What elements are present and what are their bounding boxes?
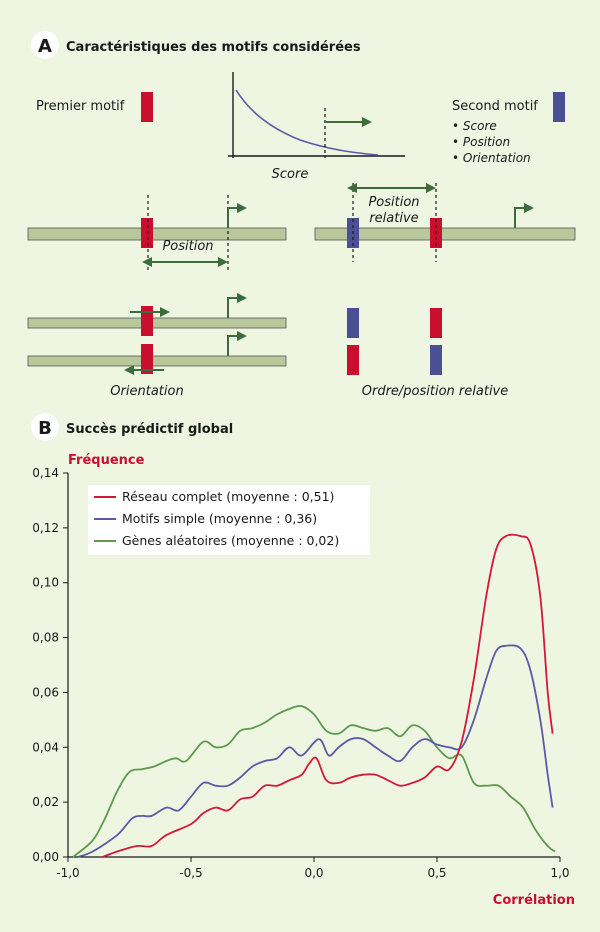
panel-a-letter-circle [31, 31, 59, 59]
x-axis-label: Corrélation [493, 893, 575, 908]
position-diagram: Position [27, 195, 287, 270]
panel-b-letter: B [38, 418, 52, 439]
red-motif [141, 306, 153, 336]
bullet-score: • Score [452, 119, 497, 133]
y-tick-label: 0,08 [32, 631, 59, 645]
dna-strand [27, 317, 287, 329]
tss-arrow [227, 203, 247, 228]
first-motif-label: Premier motif [36, 99, 125, 114]
score-label: Score [272, 167, 309, 182]
tss-arrow [227, 331, 247, 356]
relative-position-label-line2: relative [369, 211, 418, 226]
first-motif-box [141, 92, 153, 122]
legend-entry: Motifs simple (moyenne : 0,36) [122, 511, 317, 526]
relative-position-diagram: Position relative [314, 183, 576, 262]
y-tick-label: 0,00 [32, 850, 59, 864]
red-motif [141, 218, 153, 248]
y-tick-label: 0,06 [32, 685, 59, 699]
blue-motif [430, 345, 442, 375]
y-tick-label: 0,04 [32, 740, 59, 754]
orientation-diagram: Orientation [27, 293, 287, 399]
orientation-label: Orientation [110, 384, 183, 399]
y-tick-label: 0,02 [32, 795, 59, 809]
series-line-motifs-simple [77, 644, 554, 858]
frequency-chart: 0,00 0,02 0,04 0,06 0,08 0,10 0,12 0,14 -1,0 -0,5… [32, 466, 569, 880]
x-tick-label: 0,5 [427, 866, 446, 880]
order-label: Ordre/position relative [362, 384, 509, 399]
y-axis-label: Fréquence [68, 453, 145, 468]
tss-arrow [514, 203, 534, 228]
dna-strand [27, 227, 287, 241]
red-motif [347, 345, 359, 375]
panel-a: A Caractéristiques des motifs considérée… [27, 31, 576, 399]
bullet-position: • Position [452, 135, 510, 149]
relative-position-label-line1: Position [368, 195, 419, 210]
second-motif-label: Second motif [452, 99, 538, 114]
panel-a-title: Caractéristiques des motifs considérées [66, 40, 361, 55]
bullet-orientation: • Orientation [452, 151, 531, 165]
series-line-genes-aleatoires [72, 705, 556, 858]
legend-entry: Gènes aléatoires (moyenne : 0,02) [122, 533, 339, 548]
tss-arrow [227, 293, 247, 318]
panel-b-letter-circle [31, 413, 59, 441]
red-motif [430, 308, 442, 338]
panel-a-letter: A [38, 36, 52, 57]
score-mini-chart: Score [228, 72, 405, 182]
x-tick-label: 0,0 [304, 866, 323, 880]
red-motif [141, 344, 153, 374]
blue-motif [347, 308, 359, 338]
x-tick-label: -1,0 [56, 866, 79, 880]
series-line-reseau-complet [102, 533, 554, 858]
position-label: Position [162, 239, 213, 254]
panel-b: B Succès prédictif global Fréquence Corr… [31, 413, 575, 908]
legend-entry: Réseau complet (moyenne : 0,51) [122, 489, 334, 504]
order-diagram: Ordre/position relative [347, 308, 508, 399]
y-tick-label: 0,12 [32, 521, 59, 535]
legend-box [88, 485, 370, 555]
y-tick-label: 0,14 [32, 466, 59, 480]
dna-strand [27, 355, 287, 367]
y-tick-label: 0,10 [32, 576, 59, 590]
score-curve [235, 89, 379, 156]
panel-b-title: Succès prédictif global [66, 422, 233, 437]
second-motif-box [553, 92, 565, 122]
x-tick-label: -0,5 [179, 866, 202, 880]
x-tick-label: 1,0 [550, 866, 569, 880]
dna-strand [314, 227, 576, 241]
